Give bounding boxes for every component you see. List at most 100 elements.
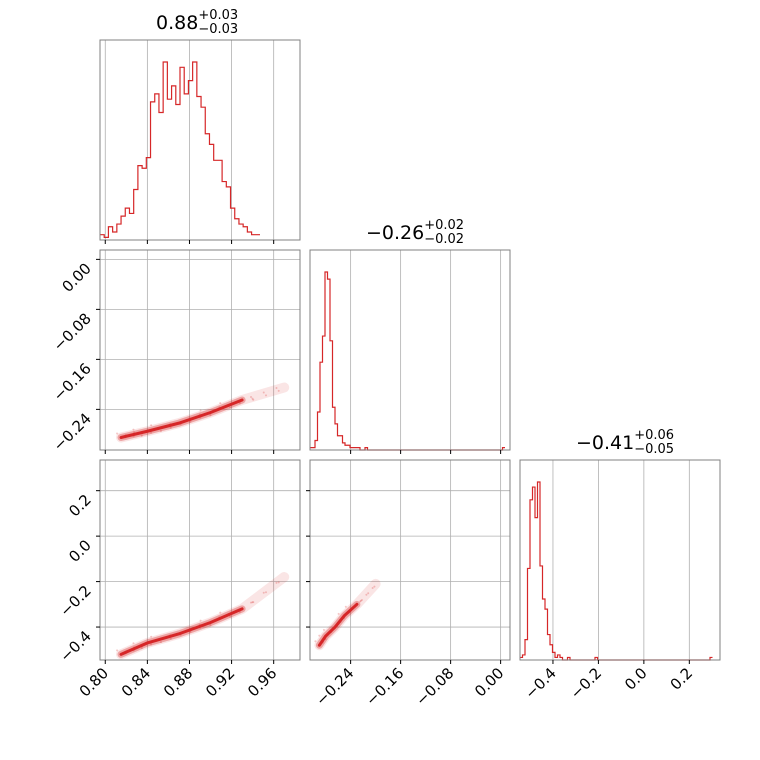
sample-point (343, 615, 346, 618)
sample-point (229, 406, 232, 409)
sample-point (250, 601, 253, 604)
sample-point (132, 642, 135, 645)
sample-point (322, 628, 325, 631)
histogram-2 (520, 481, 713, 661)
sample-point (359, 599, 362, 602)
sample-point (189, 631, 192, 634)
sample-point (371, 587, 374, 590)
sample-point (238, 610, 241, 613)
x-tick-label: 0.88 (160, 664, 196, 700)
x-tick-label: −0.16 (362, 664, 407, 709)
sample-point (251, 397, 254, 400)
x-tick-label: −0.2 (567, 664, 605, 702)
sample-point (159, 637, 162, 640)
sample-point (339, 620, 342, 623)
sample-point (149, 641, 152, 644)
y-tick-label: −0.16 (50, 359, 95, 404)
axes-frame (99, 39, 301, 241)
histogram-0 (100, 61, 260, 238)
sample-point (179, 423, 182, 426)
y-tick-label: 0.00 (58, 259, 94, 295)
sample-point (277, 389, 280, 392)
sample-point (132, 433, 135, 436)
sample-point (150, 431, 153, 434)
title-plus-error: +0.03 (198, 8, 239, 23)
x-tick-label: 0.92 (202, 664, 238, 700)
sample-point (198, 623, 201, 626)
x-tick-label: 0.0 (621, 664, 651, 694)
sample-point (322, 640, 325, 643)
density-contour (119, 398, 244, 439)
density-contour (317, 602, 359, 647)
axes-frame (309, 459, 511, 661)
sample-point (264, 394, 267, 397)
hist-panel-2 (519, 459, 721, 664)
sample-point (264, 591, 267, 594)
y-tick-label: −0.08 (50, 309, 95, 354)
sample-point (124, 650, 127, 653)
sample-point (209, 414, 212, 417)
title-minus-error: −0.05 (634, 442, 675, 457)
sample-point (349, 609, 352, 612)
sample-point (179, 421, 182, 424)
sample-point (132, 649, 135, 652)
sample-point (209, 412, 212, 415)
sample-point (133, 646, 136, 649)
axes-frame (99, 249, 301, 451)
sample-point (352, 607, 355, 610)
sample-point (262, 391, 265, 394)
sample-point (218, 406, 221, 409)
sample-point (228, 403, 231, 406)
sample-point (199, 409, 202, 412)
sample-point (335, 624, 338, 627)
sample-point (189, 419, 192, 422)
title-plus-error: +0.02 (424, 218, 465, 233)
density-contour (119, 607, 244, 656)
sample-point (140, 645, 143, 648)
sample-point (132, 435, 135, 438)
sample-point (229, 615, 232, 618)
title-minus-error: −0.02 (424, 232, 465, 247)
sample-point (355, 604, 358, 607)
sample-point (218, 408, 221, 411)
panel-title-0: 0.88 +0.03 −0.03 (156, 8, 238, 37)
x-tick-label: −0.08 (412, 664, 457, 709)
sample-point (365, 593, 368, 596)
sample-point (124, 652, 127, 655)
sample-point (275, 581, 278, 584)
sample-point (329, 630, 332, 633)
sample-point (333, 627, 336, 630)
sample-point (314, 640, 317, 643)
sample-point (324, 638, 327, 641)
sample-point (333, 627, 336, 630)
sample-point (252, 398, 255, 401)
title-median: −0.26 (366, 222, 425, 244)
sample-point (318, 634, 321, 637)
sample-point (140, 647, 143, 650)
sample-point (321, 641, 324, 644)
sample-point (347, 611, 350, 614)
axes-frame (99, 459, 301, 661)
sample-point (250, 395, 253, 398)
title-median: −0.41 (576, 432, 635, 454)
sample-point (219, 611, 222, 614)
sample-point (324, 636, 327, 639)
y-tick-label: −0.2 (56, 582, 94, 620)
sample-point (321, 640, 324, 643)
sample-point (339, 621, 342, 624)
sample-point (326, 634, 329, 637)
sample-point (326, 634, 329, 637)
sample-point (209, 624, 212, 627)
sample-point (132, 428, 135, 431)
sample-point (124, 436, 127, 439)
sample-point (320, 641, 323, 644)
sample-point (140, 432, 143, 435)
sample-point (319, 643, 322, 646)
sample-point (238, 402, 241, 405)
sample-point (150, 635, 153, 638)
hist-panel-0 (99, 39, 301, 244)
sample-point (159, 426, 162, 429)
sample-point (367, 592, 370, 595)
sample-point (349, 610, 352, 613)
title-minus-error: −0.03 (198, 22, 239, 37)
